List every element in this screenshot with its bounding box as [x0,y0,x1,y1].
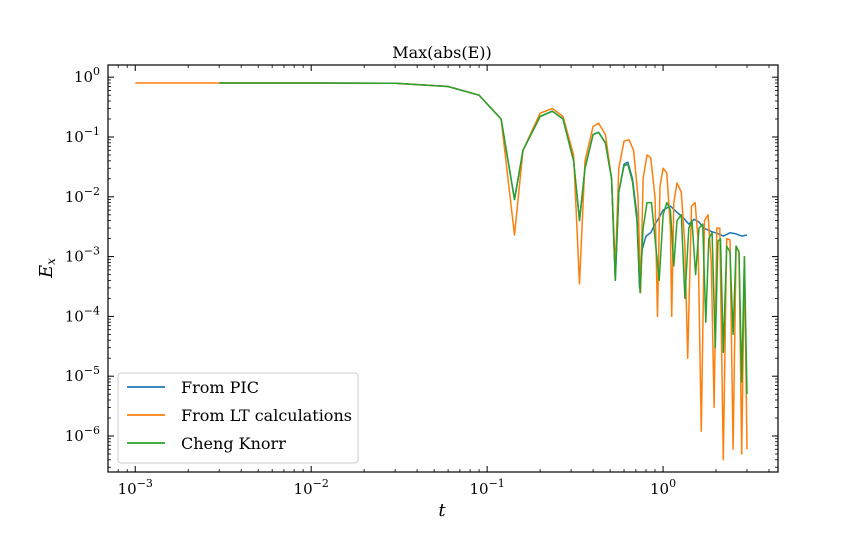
legend-box [117,372,359,464]
y-tick-label-3: 10−3 [65,245,100,266]
y-tick-base: 10 [65,367,84,385]
y-tick-base: 10 [65,128,84,146]
x-tick-exp: 0 [669,477,676,490]
y-tick-label-0: 100 [74,65,100,86]
legend-label-1: From LT calculations [181,406,352,425]
x-tick-label-3: 100 [650,477,676,498]
x-axis-title: t [438,500,446,521]
x-tick-exp: −1 [489,477,505,490]
y-tick-exp: −4 [84,304,100,317]
plot-frame [107,64,779,473]
y-tick-exp: −2 [84,185,100,198]
x-tick-label-1: 10−2 [294,477,329,498]
y-tick-exp: −1 [84,125,100,138]
series-line-2 [219,82,748,395]
x-tick-label-2: 10−1 [469,477,504,498]
y-tick-label-5: 10−5 [65,364,100,385]
y-tick-label-6: 10−6 [65,424,100,445]
chart-title: Max(abs(E)) [392,43,492,62]
y-tick-exp: −6 [84,424,100,437]
x-tick-exp: −2 [313,477,329,490]
y-tick-exp: −5 [84,364,100,377]
y-tick-base: 10 [65,427,84,445]
series-layer [135,82,748,461]
y-tick-base: 10 [65,248,84,266]
axes-layer: 10−3 10−2 10−1 10010010−110−210−310−410−510… [65,65,778,498]
y-axis-title-base: E [36,265,57,279]
x-tick-base: 10 [650,480,669,498]
x-tick-base: 10 [118,480,137,498]
y-tick-label-4: 10−4 [65,304,100,325]
legend-label-2: Cheng Knorr [181,434,286,453]
x-tick-exp: −3 [137,477,153,490]
y-tick-exp: 0 [93,65,100,78]
x-tick-label-0: 10−3 [118,477,153,498]
x-tick-base: 10 [469,480,488,498]
y-tick-base: 10 [65,188,84,206]
y-tick-label-1: 10−1 [65,125,100,146]
y-axis-title-sub: x [44,258,58,265]
y-tick-exp: −3 [84,245,100,258]
legend-label-0: From PIC [181,378,259,397]
y-tick-base: 10 [74,68,93,86]
y-tick-base: 10 [65,307,84,325]
y-axis-title: Ex [36,258,58,279]
y-tick-label-2: 10−2 [65,185,100,206]
x-tick-base: 10 [294,480,313,498]
legend: From PIC From LT calculations Cheng Knorr [117,372,359,464]
